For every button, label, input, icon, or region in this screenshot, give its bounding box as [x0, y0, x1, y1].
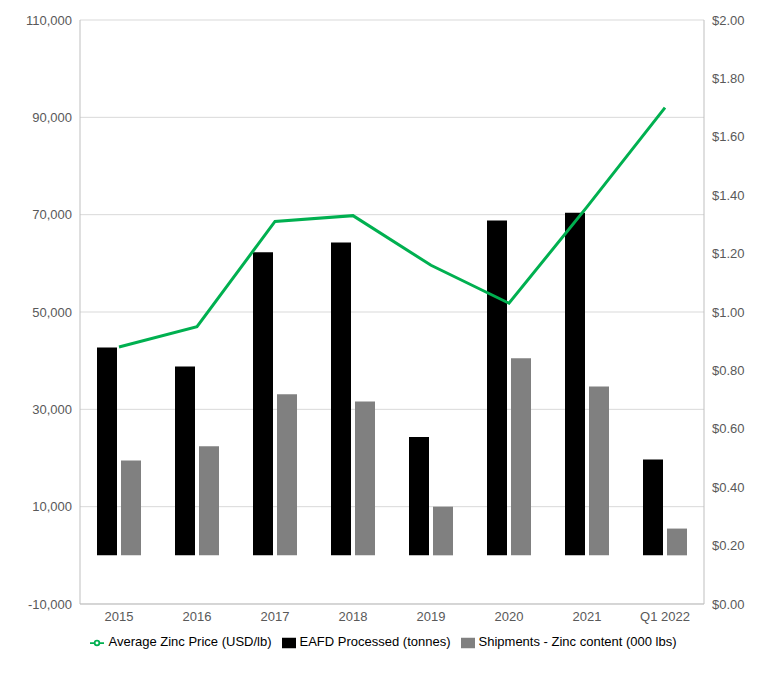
html-text:Average Zinc Price (USD/lb): Average Zinc Price (USD/lb) [108, 634, 272, 649]
svg-text:70,000: 70,000 [32, 207, 72, 222]
svg-text:10,000: 10,000 [32, 499, 72, 514]
svg-text:2019: 2019 [417, 609, 446, 624]
html-text:EAFD Processed (tonnes): EAFD Processed (tonnes) [299, 634, 451, 649]
svg-text:$0.80: $0.80 [712, 363, 745, 378]
html-text:Shipments - Zinc content (000: Shipments - Zinc content (000 lbs) [478, 634, 677, 649]
svg-text:30,000: 30,000 [32, 402, 72, 417]
svg-text:$1.40: $1.40 [712, 188, 745, 203]
svg-text:2021: 2021 [573, 609, 602, 624]
svg-text:$0.60: $0.60 [712, 421, 745, 436]
svg-text:90,000: 90,000 [32, 110, 72, 125]
svg-text:110,000: 110,000 [26, 13, 72, 28]
svg-text:$1.60: $1.60 [712, 129, 745, 144]
svg-text:$0.00: $0.00 [712, 597, 745, 612]
svg-text:Q1 2022: Q1 2022 [640, 609, 690, 624]
svg-text:-10,000: -10,000 [28, 597, 72, 612]
svg-text:$1.00: $1.00 [712, 305, 745, 320]
svg-text:50,000: 50,000 [32, 305, 72, 320]
svg-text:2018: 2018 [339, 609, 368, 624]
svg-text:$1.20: $1.20 [712, 246, 745, 261]
svg-text:$1.80: $1.80 [712, 71, 745, 86]
svg-text:$0.40: $0.40 [712, 480, 745, 495]
svg-text:2016: 2016 [183, 609, 212, 624]
svg-text:$0.20: $0.20 [712, 538, 745, 553]
svg-text:2015: 2015 [105, 609, 134, 624]
svg-text:2017: 2017 [261, 609, 290, 624]
svg-text:2020: 2020 [495, 609, 524, 624]
svg-text:$2.00: $2.00 [712, 13, 745, 28]
